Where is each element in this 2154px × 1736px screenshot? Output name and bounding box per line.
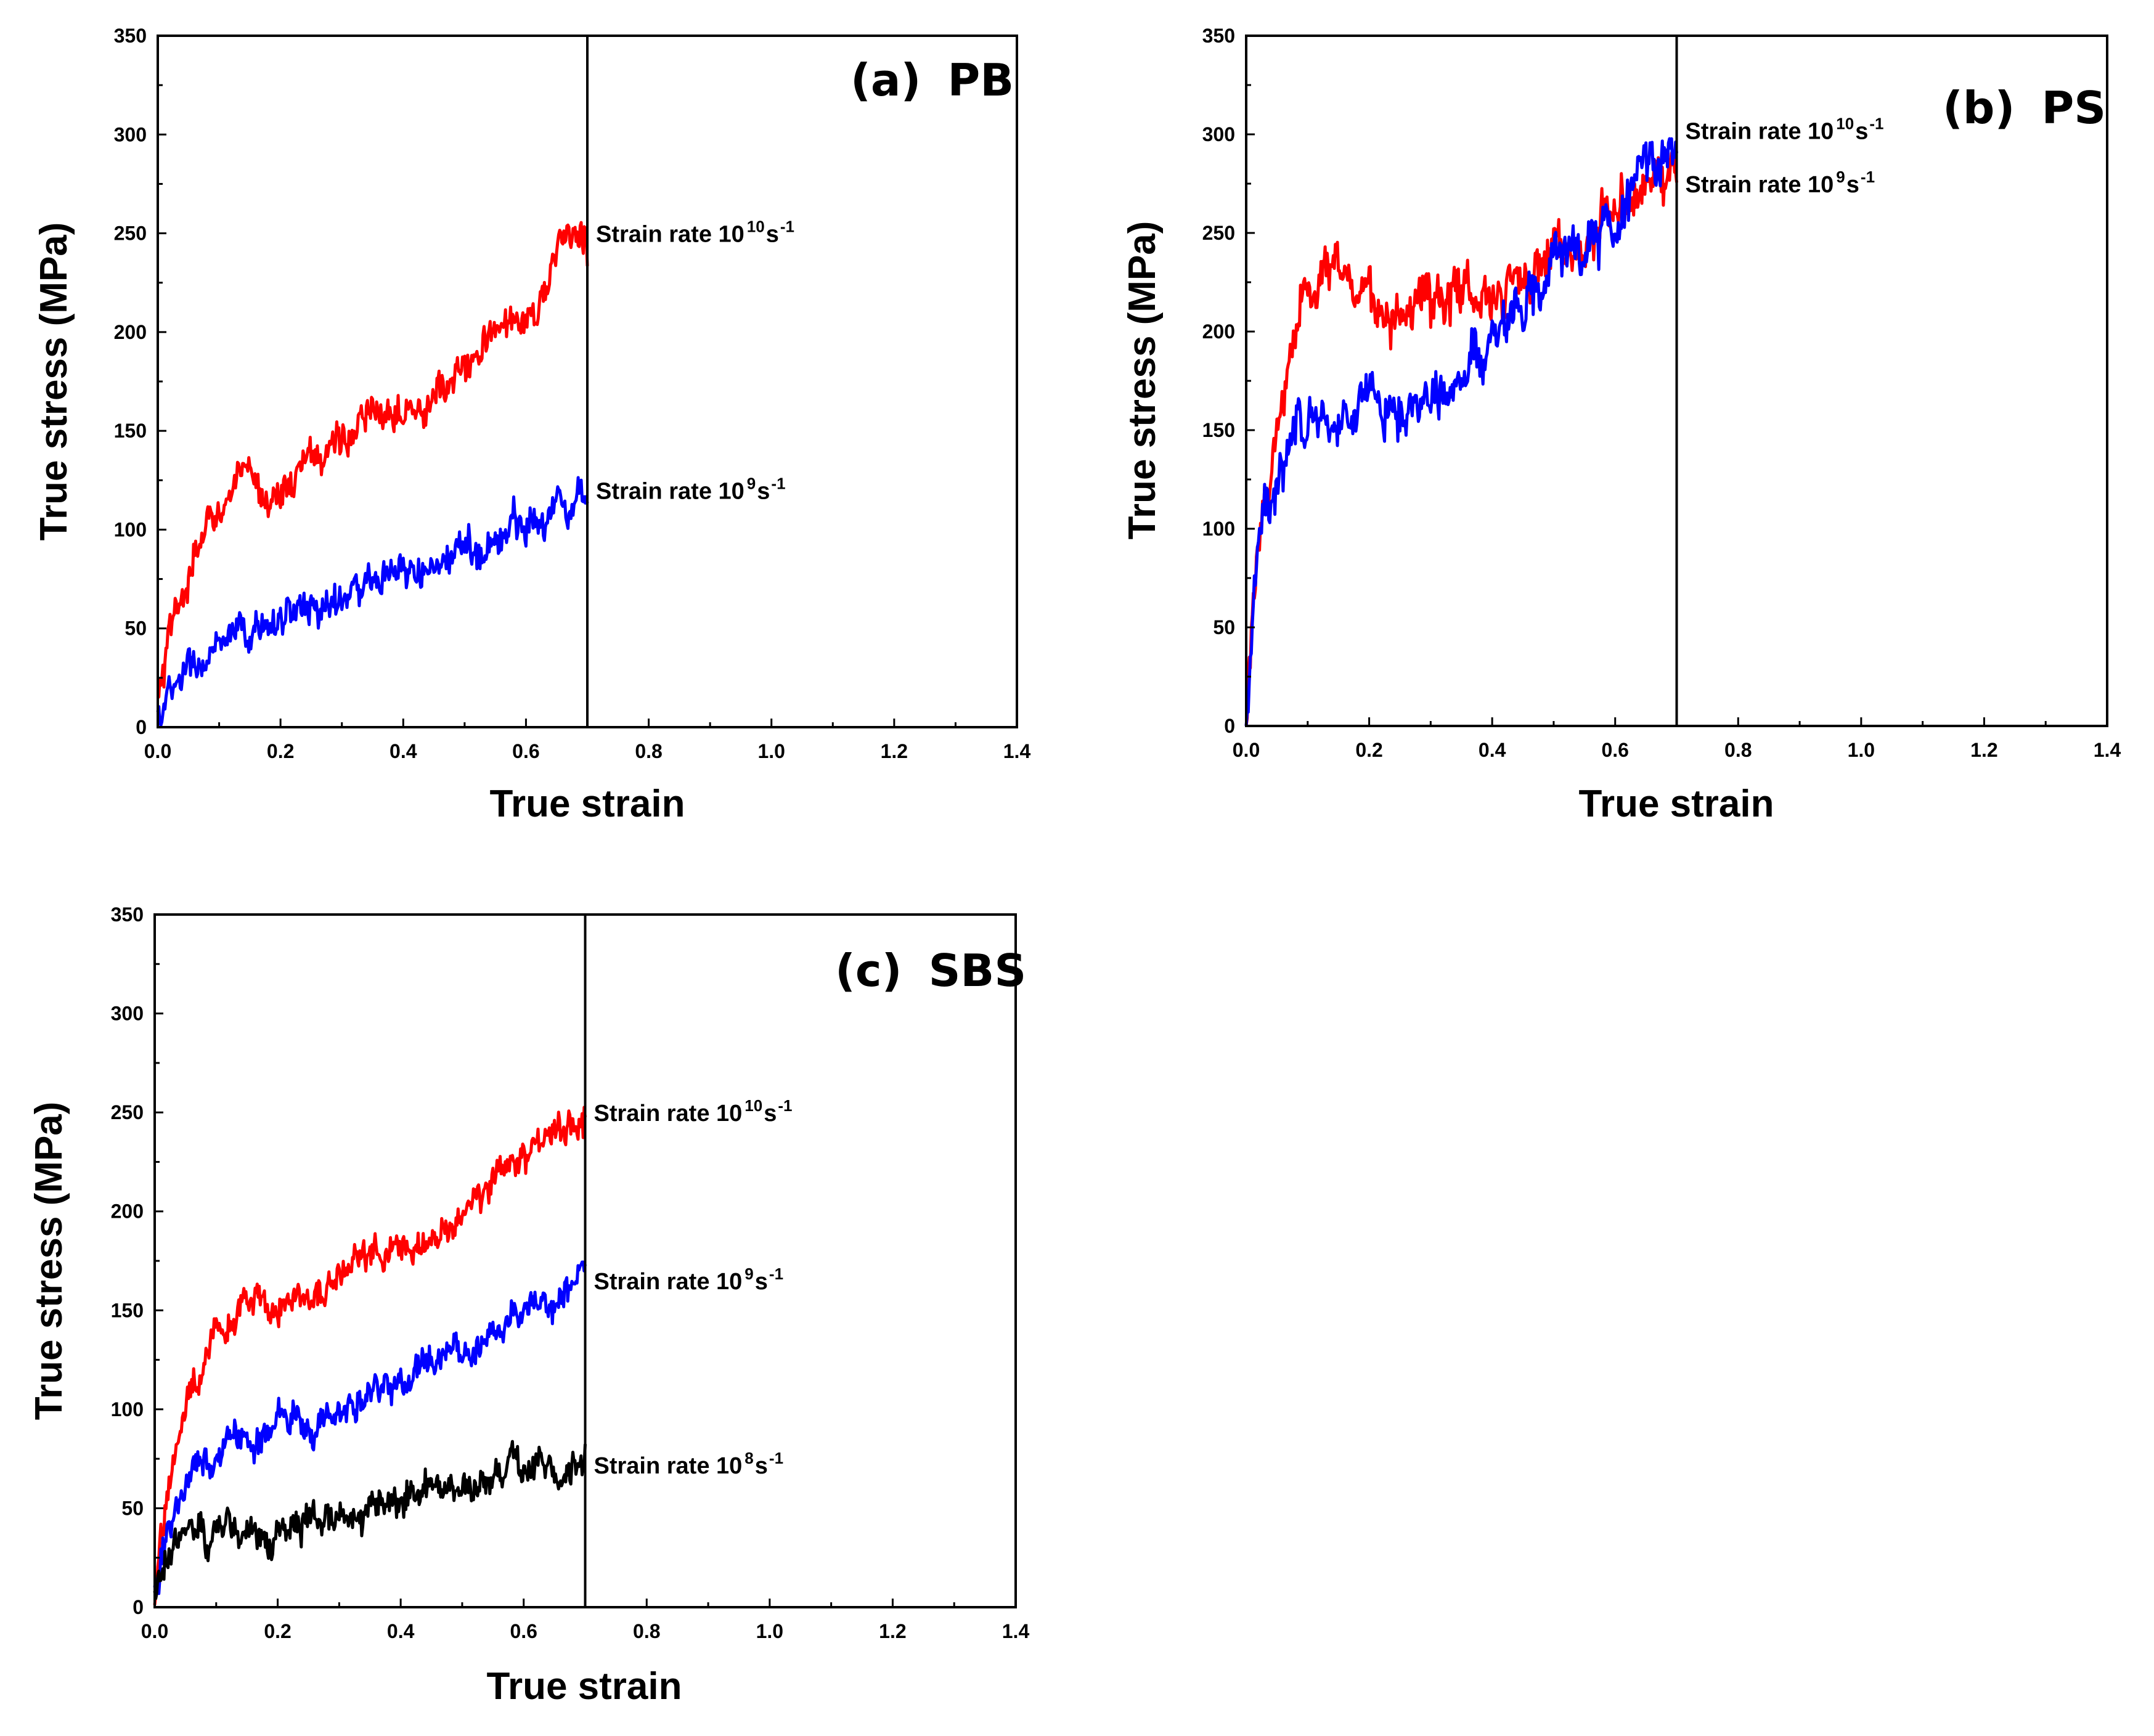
series-label: Strain rate 10 9s-1 xyxy=(1686,168,1875,198)
x-tick-label: 0.4 xyxy=(390,740,417,762)
panel-c-y-axis-title: True stress (MPa) xyxy=(28,1102,70,1420)
panel-a: 0.0 0.2 0.4 0.6 0.8 1.0 1.2 1.4 0 50 100 150 200 250 3… xyxy=(33,25,1030,825)
y-tick-label: 0 xyxy=(136,716,147,738)
y-tick-label: 250 xyxy=(114,222,147,245)
x-tick-label: 0.8 xyxy=(1724,739,1752,761)
x-tick-label: 0.6 xyxy=(512,740,539,762)
y-tick-label: 150 xyxy=(1202,419,1235,441)
panel-b-ticks: 0.0 0.2 0.4 0.6 0.8 1.0 1.2 1.4 0 50 100 150 200 250 3… xyxy=(1202,25,2121,761)
panel-c: 0.0 0.2 0.4 0.6 0.8 1.0 1.2 1.4 0 50 100 150 200 250 3… xyxy=(28,903,1029,1708)
x-tick-label: 0.2 xyxy=(267,740,294,762)
series-line xyxy=(153,1440,587,1600)
panel-a-data-layer xyxy=(156,36,589,727)
y-tick-label: 150 xyxy=(111,1299,144,1321)
y-tick-label: 200 xyxy=(1202,320,1235,343)
y-tick-label: 50 xyxy=(1213,616,1235,638)
series-label: Strain rate 10 10s-1 xyxy=(1686,115,1884,145)
x-tick-label: 1.0 xyxy=(756,1620,783,1642)
series-label: Strain rate 10 10s-1 xyxy=(594,1096,793,1127)
y-tick-label: 100 xyxy=(111,1398,144,1420)
x-tick-label: 1.4 xyxy=(1002,1620,1030,1642)
panel-c-series-labels: Strain rate 10 10s-1 Strain rate 10 9s-1 Str… xyxy=(594,1096,793,1479)
x-tick-label: 1.4 xyxy=(1003,740,1031,762)
y-tick-label: 300 xyxy=(114,123,147,145)
panel-c-ticks: 0.0 0.2 0.4 0.6 0.8 1.0 1.2 1.4 0 50 100 150 200 250 3… xyxy=(111,903,1030,1642)
x-tick-label: 0.0 xyxy=(141,1620,168,1642)
y-tick-label: 100 xyxy=(1202,518,1235,540)
series-line xyxy=(153,1106,587,1605)
y-tick-label: 300 xyxy=(1202,123,1235,145)
panel-a-x-axis-title: True strain xyxy=(490,783,685,825)
x-tick-label: 0.2 xyxy=(264,1620,291,1642)
series-line xyxy=(157,221,589,699)
panel-c-x-axis-title: True strain xyxy=(487,1665,682,1708)
y-tick-label: 250 xyxy=(111,1101,144,1123)
panel-b-x-axis-title: True strain xyxy=(1579,783,1774,825)
x-tick-label: 1.4 xyxy=(2094,739,2121,761)
panel-b: 0.0 0.2 0.4 0.6 0.8 1.0 1.2 1.4 0 50 100 150 200 250 3… xyxy=(1121,25,2121,825)
series-label: Strain rate 10 8s-1 xyxy=(594,1449,784,1479)
x-tick-label: 0.6 xyxy=(1601,739,1628,761)
y-tick-label: 200 xyxy=(114,321,147,343)
x-tick-label: 0.8 xyxy=(633,1620,660,1642)
x-tick-label: 1.2 xyxy=(879,1620,906,1642)
panel-a-y-axis-title: True stress (MPa) xyxy=(33,222,75,541)
y-tick-label: 300 xyxy=(111,1003,144,1025)
series-line xyxy=(1244,137,1678,727)
x-tick-label: 1.0 xyxy=(757,740,785,762)
x-tick-label: 0.6 xyxy=(510,1620,537,1642)
x-tick-label: 0.0 xyxy=(1233,739,1260,761)
panel-b-series-labels: Strain rate 10 10s-1 Strain rate 10 9s-1 xyxy=(1686,115,1884,198)
panel-a-series-labels: Strain rate 10 10s-1 Strain rate 10 9s-1 xyxy=(596,218,794,505)
panel-c-label: (c) SBS xyxy=(835,945,1026,996)
y-tick-label: 250 xyxy=(1202,222,1235,244)
x-tick-label: 1.2 xyxy=(881,740,908,762)
panel-c-data-layer xyxy=(153,915,587,1607)
series-label: Strain rate 10 9s-1 xyxy=(594,1265,784,1295)
x-tick-label: 0.4 xyxy=(1479,739,1506,761)
series-label: Strain rate 10 10s-1 xyxy=(596,218,794,248)
y-tick-label: 0 xyxy=(1224,715,1235,737)
y-tick-label: 150 xyxy=(114,420,147,442)
y-tick-label: 200 xyxy=(111,1200,144,1223)
panel-a-label: (a) PB xyxy=(851,54,1014,106)
panel-a-ticks: 0.0 0.2 0.4 0.6 0.8 1.0 1.2 1.4 0 50 100 150 200 250 3… xyxy=(114,25,1031,762)
x-tick-label: 1.0 xyxy=(1848,739,1875,761)
y-tick-label: 350 xyxy=(114,25,147,47)
series-label: Strain rate 10 9s-1 xyxy=(596,474,786,504)
y-tick-label: 50 xyxy=(124,617,147,640)
panel-b-y-axis-title: True stress (MPa) xyxy=(1121,221,1164,540)
series-line xyxy=(156,476,589,727)
y-tick-label: 0 xyxy=(133,1596,144,1618)
panel-b-data-layer xyxy=(1244,36,1678,727)
panel-b-label: (b) PS xyxy=(1943,82,2106,134)
y-tick-label: 350 xyxy=(1202,25,1235,47)
y-tick-label: 100 xyxy=(114,518,147,540)
y-tick-label: 50 xyxy=(121,1497,144,1519)
series-line xyxy=(153,1260,587,1595)
y-tick-label: 350 xyxy=(111,903,144,926)
x-tick-label: 0.4 xyxy=(387,1620,415,1642)
x-tick-label: 0.2 xyxy=(1355,739,1382,761)
x-tick-label: 0.0 xyxy=(144,740,171,762)
series-line xyxy=(1244,151,1678,727)
x-tick-label: 0.8 xyxy=(635,740,662,762)
x-tick-label: 1.2 xyxy=(1970,739,1997,761)
